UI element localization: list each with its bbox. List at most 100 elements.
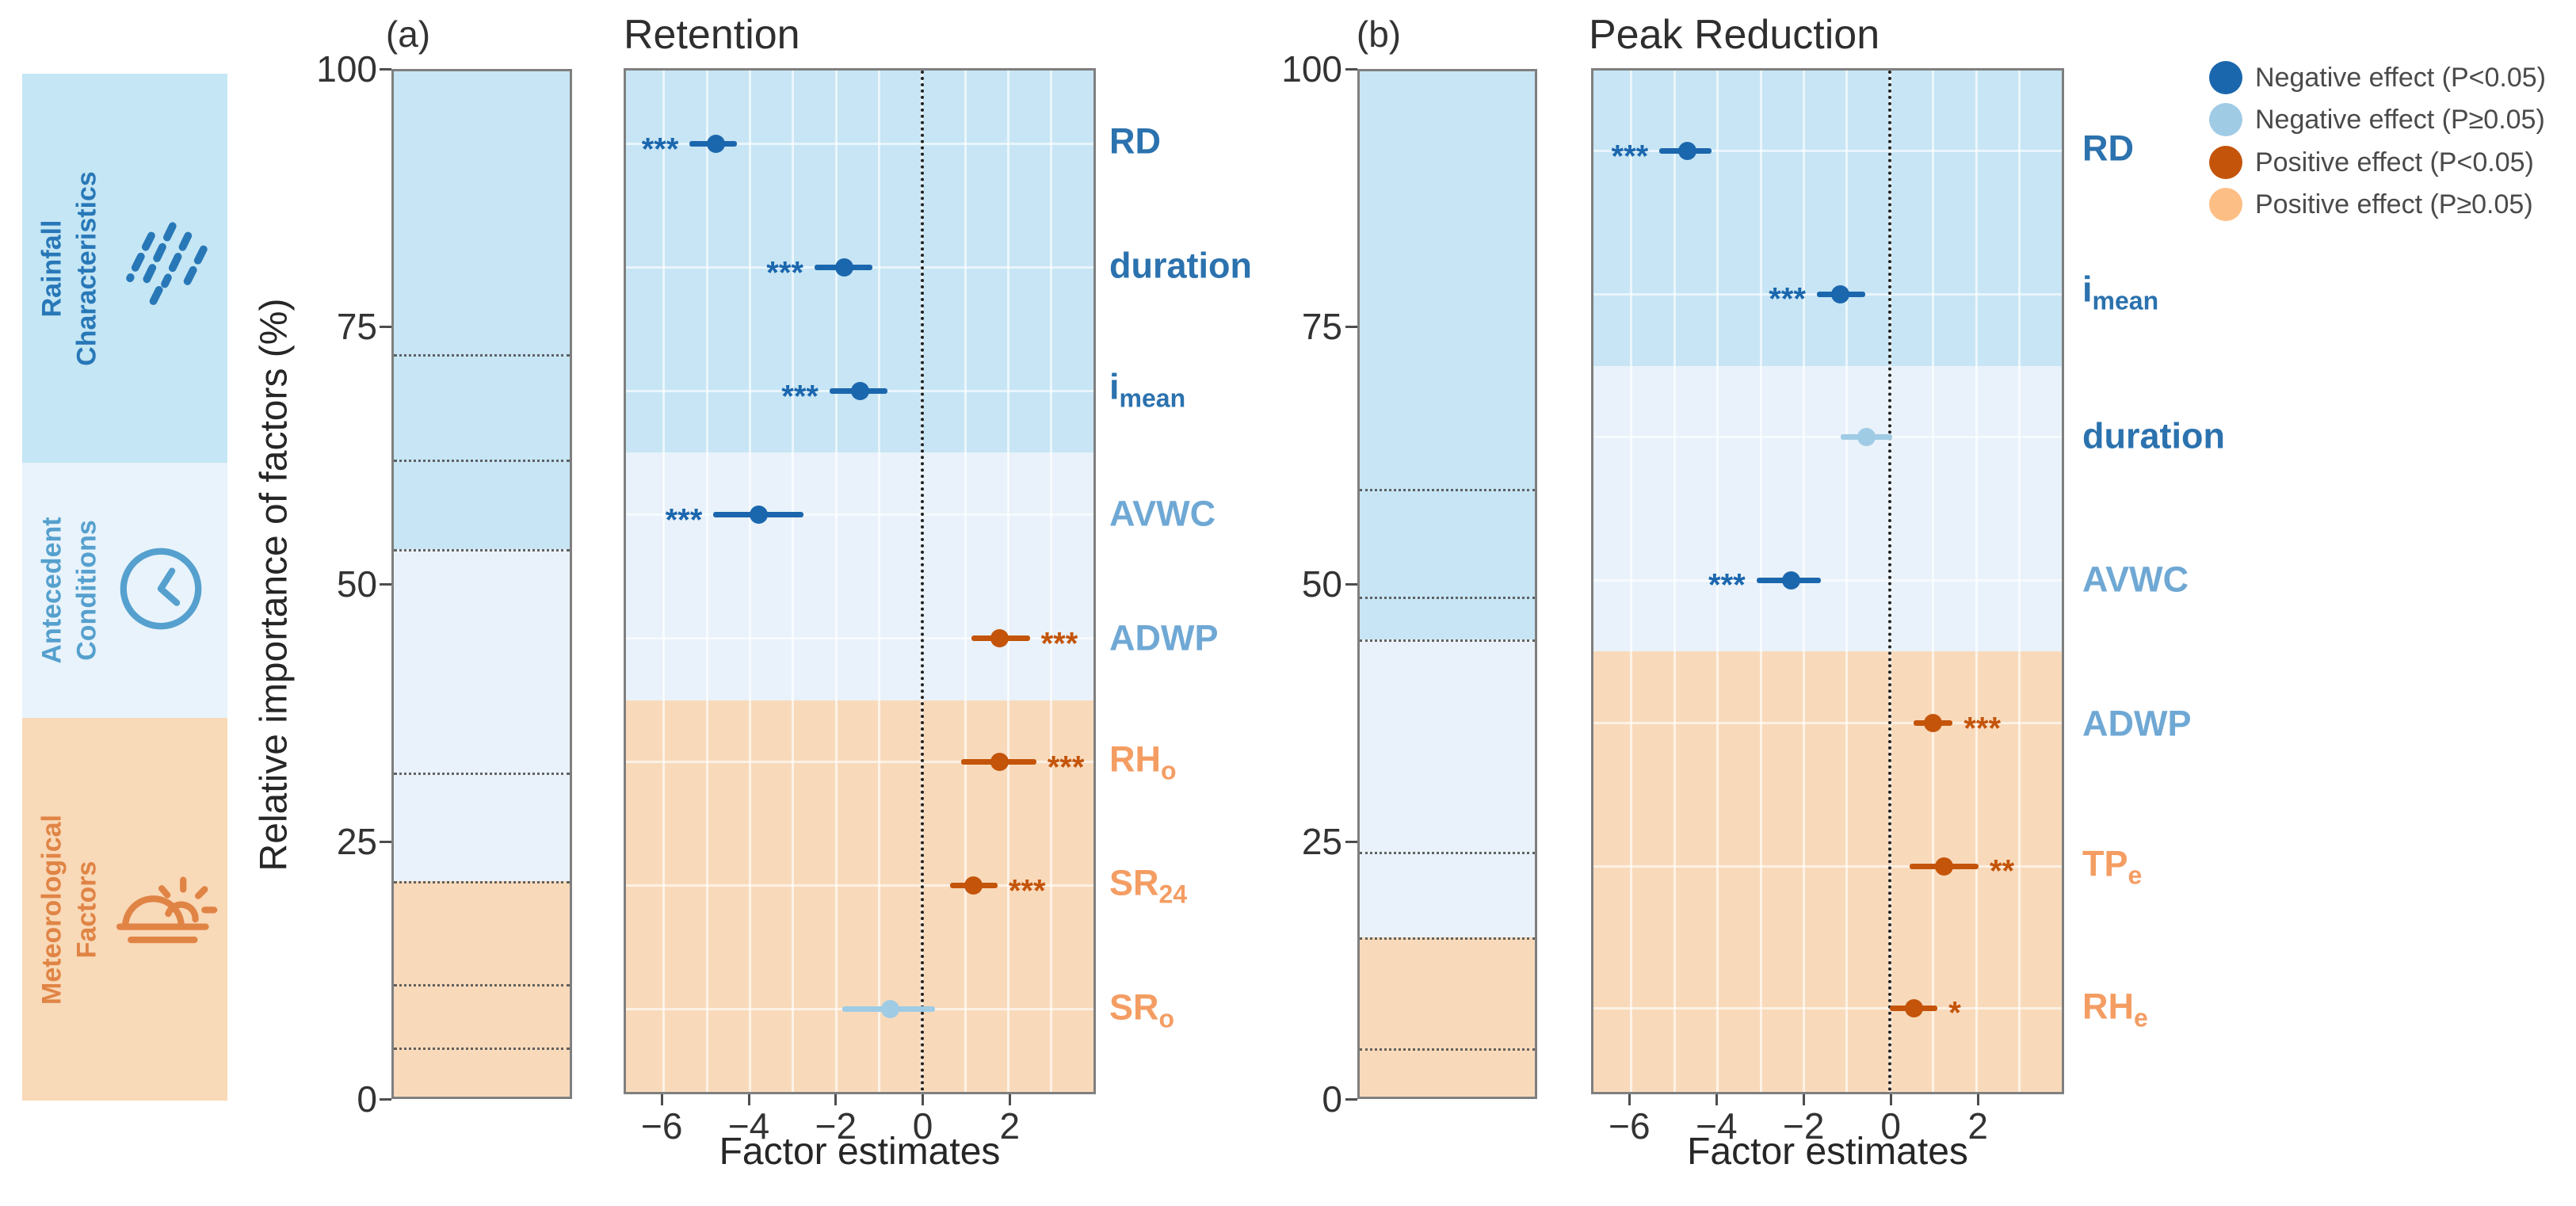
- x-tick-mark: [1976, 1094, 1979, 1105]
- row-label-main: duration: [2082, 415, 2225, 456]
- row-label-RD: RD: [2082, 131, 2134, 166]
- significance-stars-duration: ***: [766, 255, 803, 291]
- sidebar-label-line: Characteristics: [71, 170, 101, 366]
- row-label-subscript: o: [1158, 1004, 1175, 1033]
- row-label-subscript: o: [1161, 756, 1177, 785]
- h-gridline: [1593, 864, 2062, 868]
- y-tick-mark: [1345, 1097, 1357, 1101]
- y-tick-mark: [1345, 840, 1357, 843]
- band-rainfall: [1593, 71, 2062, 366]
- bar-separator: [394, 1047, 570, 1050]
- bar-segment-ADWP: [394, 773, 570, 882]
- importance-bar-0: [391, 69, 572, 1099]
- significance-stars-SR: ***: [1008, 873, 1046, 909]
- band-antecedent: [1593, 365, 2062, 652]
- band-antecedent: [626, 452, 1093, 701]
- panel-letter-(b): (b): [1356, 13, 1402, 55]
- estimate-dot-i: [1831, 284, 1850, 303]
- legend-dot-2: [2209, 146, 2242, 179]
- row-label-subscript: e: [2128, 861, 2143, 890]
- y-tick-label-100: 100: [1281, 48, 1342, 90]
- h-gridline: [1593, 578, 2062, 582]
- legend-dot-0: [2209, 61, 2242, 94]
- significance-stars-RD: ***: [1611, 139, 1649, 174]
- row-label-main: AVWC: [1109, 493, 1216, 534]
- v-gridline: [1050, 71, 1053, 1092]
- significance-stars-RD: ***: [641, 132, 679, 167]
- estimate-dot-i: [850, 382, 869, 401]
- sidebar-group-meteorological: Meteorological Factors: [22, 718, 227, 1101]
- estimate-dot-AVWC: [1781, 571, 1800, 590]
- v-gridline: [792, 71, 795, 1092]
- row-label-main: SR: [1109, 862, 1159, 903]
- estimate-dot-RH: [1904, 998, 1923, 1017]
- legend-label-0: Negative effect (P<0.05): [2255, 63, 2546, 93]
- y-tick-label-75: 75: [1301, 306, 1342, 347]
- estimate-dot-TP: [1934, 857, 1953, 876]
- row-label-imean: imean: [2082, 271, 2158, 313]
- y-tick-mark: [380, 840, 391, 843]
- row-label-main: i: [2082, 269, 2093, 310]
- y-tick-mark: [380, 582, 391, 586]
- bar-segment-RD: [394, 71, 570, 355]
- significance-stars-ADWP: ***: [1040, 626, 1078, 662]
- legend-label-2: Positive effect (P<0.05): [2255, 147, 2534, 177]
- v-gridline: [705, 71, 708, 1092]
- significance-stars-ADWP: ***: [1963, 711, 2002, 746]
- bar-segment-i_mean: [1360, 488, 1535, 597]
- row-label-main: AVWC: [2082, 559, 2189, 600]
- y-tick-mark: [1345, 582, 1357, 586]
- row-label-main: TP: [2082, 843, 2128, 884]
- significance-stars-AVWC: ***: [665, 502, 703, 538]
- row-label-ADWP: ADWP: [2082, 705, 2191, 741]
- bar-segment-SR_o: [394, 1047, 570, 1097]
- bar-separator: [394, 881, 570, 884]
- bar-segment-i_mean: [394, 460, 570, 549]
- band-meteorological: [1593, 651, 2062, 1092]
- significance-stars-RH: ***: [1047, 750, 1085, 785]
- estimate-dot-ADWP: [990, 629, 1009, 648]
- x-tick-mark: [1802, 1094, 1805, 1105]
- x-tick-label--6: −6: [641, 1105, 683, 1147]
- bar-separator: [394, 549, 570, 551]
- row-label-main: RH: [1109, 738, 1161, 780]
- importance-bar-1: [1357, 69, 1537, 1099]
- x-tick-mark: [660, 1094, 663, 1105]
- v-gridline: [662, 71, 666, 1092]
- rain-icon: [114, 220, 216, 317]
- x-tick-label-0: 0: [912, 1105, 933, 1147]
- sidebar-label-antecedent: Antecedent Conditions: [35, 517, 104, 663]
- x-tick-label--6: −6: [1609, 1105, 1651, 1147]
- row-label-subscript: 24: [1158, 880, 1188, 909]
- bar-segment-RH_e: [1360, 1048, 1535, 1097]
- forest-panel-1: *** *** *** *** ** *: [1591, 68, 2064, 1094]
- significance-stars-i: ***: [781, 379, 819, 414]
- bar-segment-SR_24: [394, 983, 570, 1048]
- legend-item-1: Negative effect (P≥0.05): [2209, 103, 2545, 136]
- v-gridline: [748, 71, 751, 1092]
- h-gridline: [626, 884, 1093, 887]
- v-gridline: [834, 71, 838, 1092]
- x-tick-mark: [1889, 1094, 1892, 1105]
- row-label-ADWP: ADWP: [1109, 620, 1218, 656]
- bar-segment-RH_o: [394, 881, 570, 984]
- bar-separator: [1360, 851, 1535, 854]
- v-gridline: [877, 71, 880, 1092]
- y-tick-mark: [380, 325, 391, 328]
- row-label-subscript: mean: [1119, 384, 1186, 413]
- y-tick-label-25: 25: [1301, 821, 1342, 862]
- sidebar-label-meteorological: Meteorological Factors: [35, 815, 104, 1005]
- sidebar-label-line: Factors: [71, 861, 101, 958]
- x-tick-label-0: 0: [1880, 1105, 1901, 1147]
- h-gridline: [626, 637, 1093, 640]
- x-tick-mark: [1715, 1094, 1718, 1105]
- x-tick-mark: [834, 1094, 838, 1105]
- row-label-main: RD: [1109, 120, 1161, 162]
- panel-letter-(a): (a): [385, 13, 431, 55]
- h-gridline: [626, 761, 1093, 764]
- row-label-main: ADWP: [1109, 617, 1219, 658]
- estimate-dot-AVWC: [749, 506, 768, 525]
- estimate-dot-duration: [1857, 428, 1876, 447]
- x-tick-mark: [747, 1094, 750, 1105]
